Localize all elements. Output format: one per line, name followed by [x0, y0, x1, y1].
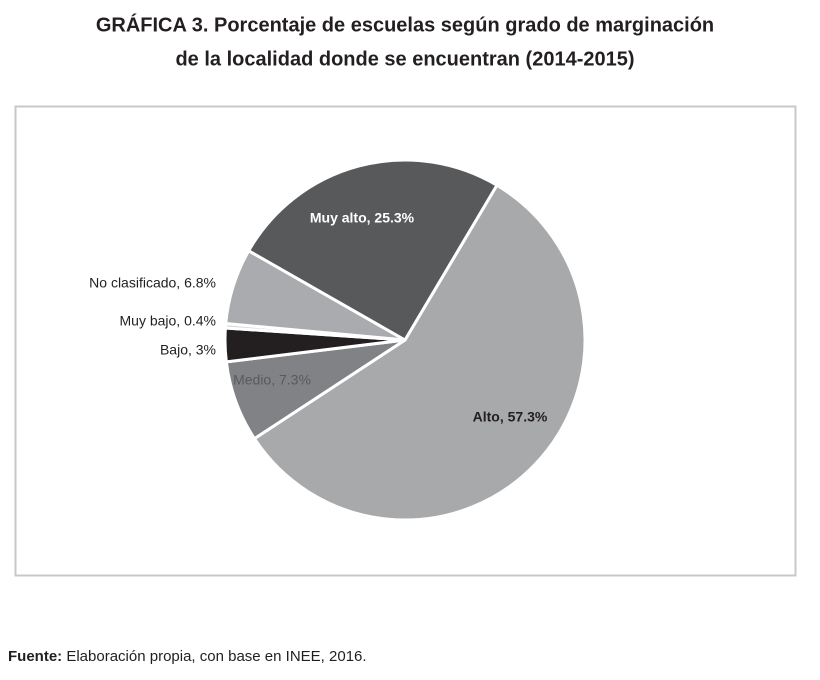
slice-label: Alto, 57.3%	[473, 409, 548, 425]
chart-title: GRÁFICA 3. Porcentaje de escuelas según …	[96, 13, 714, 36]
source-label: Fuente:	[8, 648, 62, 665]
slice-label: Muy alto, 25.3%	[310, 210, 415, 226]
slice-label: No clasificado, 6.8%	[89, 275, 216, 291]
pie-slice	[247, 158, 499, 342]
slice-label: Bajo, 3%	[160, 342, 216, 358]
chart-frame	[14, 105, 797, 577]
pie-slice	[252, 183, 587, 522]
slice-label: Medio, 7.3%	[233, 372, 311, 388]
slice-label: Muy bajo, 0.4%	[120, 313, 217, 329]
source: Fuente: Elaboración propia, con base en …	[8, 648, 367, 665]
chart-title: de la localidad donde se encuentran (201…	[175, 48, 634, 70]
source-text: Elaboración propia, con base en INEE, 20…	[66, 648, 366, 665]
